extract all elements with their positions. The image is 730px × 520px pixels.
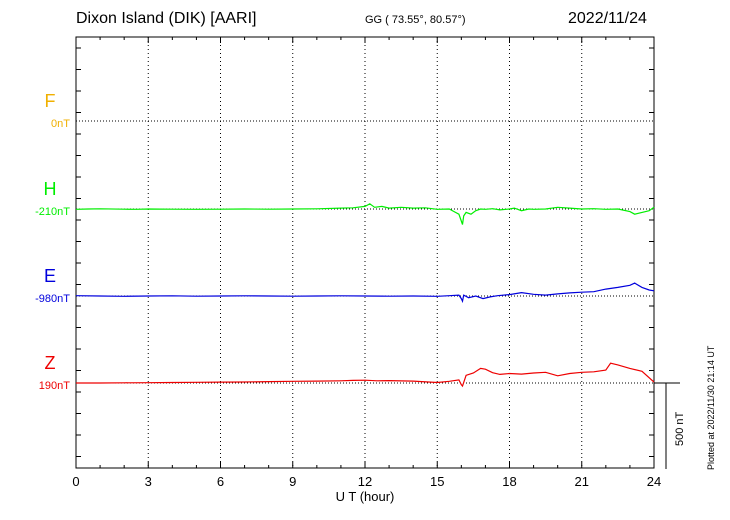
channel-name-E: E [44, 266, 56, 286]
channel-name-H: H [44, 179, 57, 199]
channel-name-F: F [45, 91, 56, 111]
station-coordinates: GG ( 73.55°, 80.57°) [365, 14, 466, 26]
x-tick-label: 9 [289, 474, 296, 489]
x-tick-label: 12 [358, 474, 372, 489]
scale-bar-label: 500 nT [674, 411, 686, 446]
channel-baseline-H: -210nT [35, 206, 70, 218]
channel-name-Z: Z [45, 353, 56, 373]
x-tick-label: 0 [72, 474, 79, 489]
trace-Z [76, 362, 655, 388]
x-tick-label: 6 [217, 474, 224, 489]
channel-baseline-E: -980nT [35, 293, 70, 305]
date-label: 2022/11/24 [568, 10, 647, 27]
x-tick-label: 3 [145, 474, 152, 489]
plotted-timestamp: Plotted at 2022/11/30 21:14 UT [706, 345, 716, 470]
channel-baseline-F: 0nT [51, 118, 70, 130]
x-tick-label: 21 [575, 474, 589, 489]
station-title: Dixon Island (DIK) [AARI] [76, 10, 257, 27]
trace-H [75, 203, 655, 225]
trace-E [75, 282, 655, 304]
x-tick-label: 15 [430, 474, 444, 489]
x-tick-label: 24 [647, 474, 661, 489]
x-axis-label: U T (hour) [335, 489, 395, 504]
x-tick-label: 18 [502, 474, 516, 489]
channel-baseline-Z: 190nT [39, 380, 70, 392]
